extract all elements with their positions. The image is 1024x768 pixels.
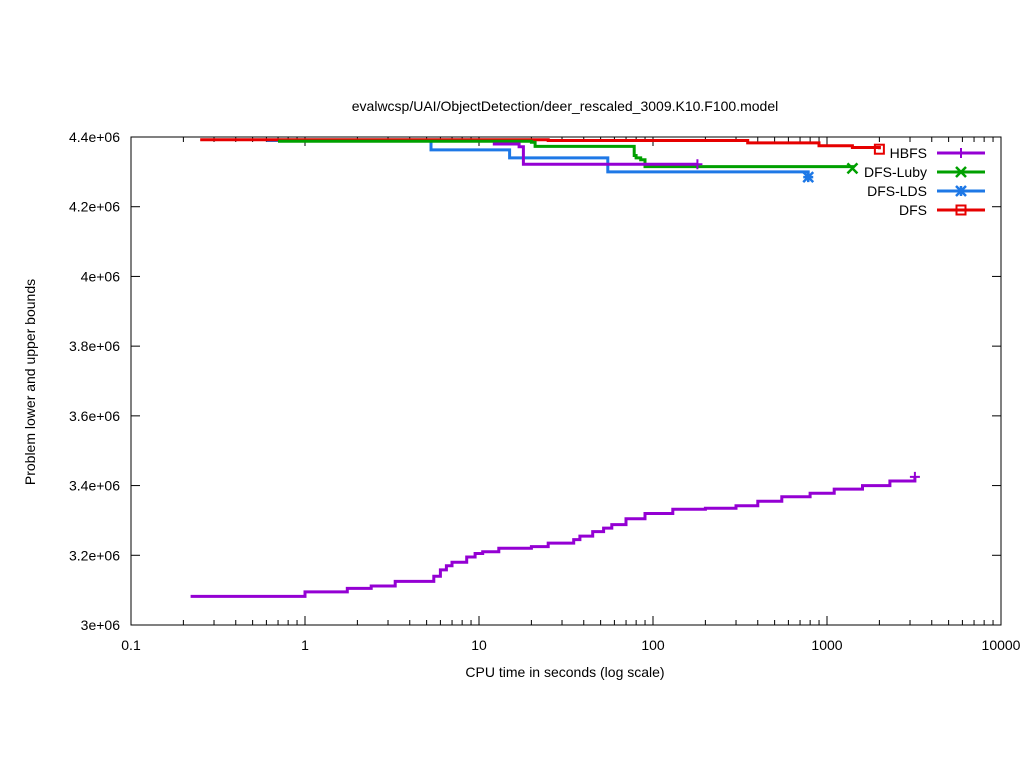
series-endpoint-dfs-lds (802, 171, 815, 183)
plus-marker (956, 148, 966, 158)
y-axis-label: Problem lower and upper bounds (22, 279, 38, 485)
cross-marker (846, 162, 859, 175)
x-axis-label: CPU time in seconds (log scale) (465, 664, 664, 680)
y-tick-label: 3.8e+06 (69, 338, 120, 354)
series-endpoint-dfs (873, 143, 885, 155)
legend-marker-dfs-luby (955, 166, 967, 178)
legend-marker-dfs (955, 204, 967, 216)
legend-label-dfs-luby: DFS-Luby (864, 164, 927, 180)
y-tick-label: 4e+06 (81, 268, 121, 284)
x-tick-label: 1000 (811, 637, 842, 653)
plus-marker (909, 471, 920, 482)
y-tick-label: 3.6e+06 (69, 408, 120, 424)
series-endpoint-hbfs (692, 159, 703, 170)
y-tick-label: 3.4e+06 (69, 478, 120, 494)
series-endpoint-hbfs (909, 471, 920, 482)
y-tick-label: 4.4e+06 (69, 129, 120, 145)
series-line-hbfs-upper-bound (492, 142, 698, 166)
series-lines (190, 138, 920, 598)
x-tick-label: 0.1 (121, 637, 141, 653)
plus-marker (692, 159, 703, 170)
x-tick-label: 10000 (982, 637, 1021, 653)
plot-frame (130, 136, 1002, 626)
legend-label-dfs-lds: DFS-LDS (867, 183, 927, 199)
legend: HBFS DFS-Luby DFS-LDS DFS (864, 145, 985, 218)
square-marker (873, 143, 885, 155)
axis-ticks: 0.1 1 10 100 1000 10000 3e+06 3.2e+06 3.4e+06 3.6… (69, 129, 1021, 653)
cross-marker (955, 166, 967, 178)
legend-marker-hbfs (956, 148, 966, 158)
y-tick-label: 3e+06 (81, 617, 121, 633)
series-endpoint-dfs-luby (846, 162, 859, 175)
chart-title: evalwcsp/UAI/ObjectDetection/deer_rescal… (352, 98, 778, 114)
x-tick-label: 1 (301, 637, 309, 653)
y-tick-label: 3.2e+06 (69, 547, 120, 563)
x-tick-label: 10 (471, 637, 487, 653)
x-tick-label: 100 (641, 637, 665, 653)
square-marker (955, 204, 967, 216)
series-line-dfs-upper-bound (200, 138, 881, 150)
star-marker (955, 185, 967, 197)
legend-marker-dfs-lds (955, 185, 967, 197)
series-line-hbfs-lower-bound (190, 476, 917, 598)
series-line-dfs-lds-upper-bound (266, 139, 810, 178)
legend-label-dfs: DFS (899, 202, 927, 218)
legend-label-hbfs: HBFS (890, 145, 927, 161)
y-tick-label: 4.2e+06 (69, 199, 120, 215)
star-marker (802, 171, 815, 183)
